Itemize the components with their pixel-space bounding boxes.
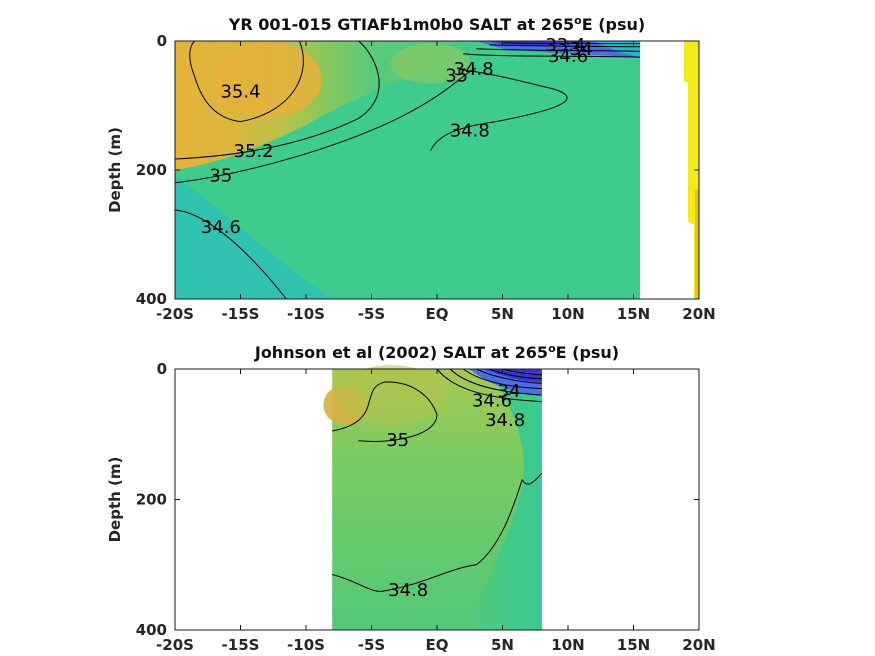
y-tick-label: 400 [136, 290, 167, 308]
y-tick-label: 0 [157, 32, 167, 50]
x-tick-label: EQ [426, 305, 449, 323]
contour-label: 35 [209, 165, 232, 186]
contour-line [174, 67, 477, 184]
chart-title-end: E (psu) [582, 15, 646, 34]
y-axis-label: Depth (m) [106, 457, 124, 543]
contour-line [476, 368, 542, 384]
chart-title-degree: o [548, 342, 556, 355]
contour-line [174, 209, 287, 300]
contour-label: 34.8 [450, 120, 490, 141]
contour-label: 35.2 [234, 141, 274, 162]
x-tick-label: -5S [358, 636, 385, 654]
x-tick-label: 15N [617, 636, 650, 654]
x-tick-label: -20S [156, 636, 194, 654]
x-tick-label: -5S [358, 305, 385, 323]
x-tick-label: -15S [222, 636, 260, 654]
contour-lines [174, 40, 641, 300]
contour-label: 34.6 [472, 391, 512, 412]
chart-title: Johnson et al (2002) SALT at 265oE (psu) [254, 342, 619, 362]
contour-label: 34.6 [548, 46, 588, 67]
contour-line [174, 40, 380, 160]
contour-line [489, 44, 641, 48]
chart-title-main: Johnson et al (2002) SALT at 265 [254, 343, 548, 362]
chart-title-main: YR 001-015 GTIAFb1m0b0 SALT at 265 [228, 15, 574, 34]
y-tick-label: 400 [136, 621, 167, 639]
y-tick-label: 200 [136, 161, 167, 179]
y-tick-label: 200 [136, 491, 167, 509]
contour-label: 35 [386, 430, 409, 451]
x-tick-label: 10N [551, 305, 584, 323]
contour-label: 34 [498, 381, 521, 402]
contour-line [462, 368, 542, 390]
x-tick-label: 20N [682, 305, 715, 323]
contour-label: 34.8 [485, 410, 525, 431]
x-tick-label: -15S [222, 305, 260, 323]
contour-lines [332, 368, 543, 592]
contour-line [332, 473, 543, 592]
contour-line [436, 368, 542, 403]
x-tick-label: 20N [682, 636, 715, 654]
contour-label: 34 [570, 39, 593, 60]
contour-line [449, 368, 542, 396]
x-tick-label: EQ [426, 636, 449, 654]
y-axis-label: Depth (m) [106, 127, 124, 213]
contour-label: 33.4 [545, 35, 585, 56]
contour-label: 34.6 [201, 217, 241, 238]
contour-label: 35 [445, 65, 468, 86]
x-tick-label: 5N [491, 636, 514, 654]
contour-line [430, 69, 568, 151]
x-tick-label: 15N [617, 305, 650, 323]
chart-title: YR 001-015 GTIAFb1m0b0 SALT at 265oE (ps… [228, 14, 645, 34]
contour-label: 35.4 [220, 82, 260, 103]
x-tick-label: 10N [551, 636, 584, 654]
x-tick-label: -20S [156, 305, 194, 323]
contour-line [489, 368, 542, 380]
salinity-field [323, 365, 542, 630]
contour-label: 34.8 [454, 59, 494, 80]
contour-line [502, 42, 641, 45]
contour-line [463, 53, 641, 58]
chart-title-end: E (psu) [556, 343, 620, 362]
contour-line [476, 48, 641, 52]
x-tick-label: -10S [287, 636, 325, 654]
x-tick-label: 5N [491, 305, 514, 323]
contour-line [332, 381, 438, 442]
contour-label: 34.8 [388, 580, 428, 601]
contour-line [502, 368, 542, 376]
x-tick-label: -10S [287, 305, 325, 323]
contour-line [189, 40, 304, 123]
salinity-field [175, 41, 699, 299]
y-tick-label: 0 [157, 360, 167, 378]
chart-title-degree: o [574, 14, 582, 27]
